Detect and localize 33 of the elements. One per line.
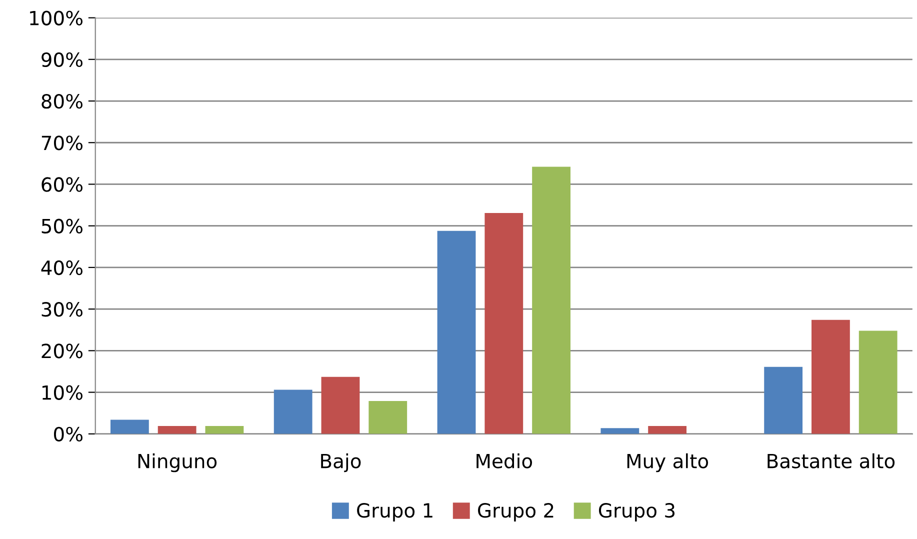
legend-label: Grupo 3 bbox=[598, 503, 674, 522]
bar bbox=[484, 212, 524, 434]
bar bbox=[274, 390, 312, 434]
y-tick-label: 20% bbox=[42, 344, 82, 358]
bar bbox=[600, 428, 640, 434]
x-tick-label: Bajo bbox=[321, 453, 361, 472]
y-tick-label: 100% bbox=[30, 10, 82, 26]
bar bbox=[110, 420, 149, 434]
bar bbox=[532, 166, 570, 434]
x-tick-label: Muy alto bbox=[627, 453, 708, 472]
x-tick-label: Bastante alto bbox=[768, 453, 895, 468]
bar bbox=[158, 426, 196, 434]
bar bbox=[368, 401, 408, 434]
y-tick-label: 10% bbox=[42, 385, 82, 400]
y-tick-label: 30% bbox=[42, 302, 82, 317]
legend-label: Grupo 2 bbox=[478, 503, 554, 522]
bar bbox=[764, 366, 803, 434]
bar bbox=[321, 376, 360, 434]
legend-label: Grupo 1 bbox=[357, 503, 432, 522]
y-tick-label: 90% bbox=[42, 52, 82, 68]
bar bbox=[812, 320, 850, 434]
y-tick-label: 50% bbox=[42, 218, 82, 234]
y-tick-label: 60% bbox=[42, 177, 82, 192]
bar bbox=[858, 330, 898, 434]
bar bbox=[648, 426, 686, 434]
y-tick-label: 0% bbox=[54, 426, 82, 442]
bar bbox=[205, 426, 244, 434]
x-tick-label: Ninguno bbox=[138, 453, 217, 472]
bar bbox=[437, 230, 476, 434]
y-tick-label: 40% bbox=[41, 260, 82, 276]
y-tick-label: 80% bbox=[42, 94, 82, 109]
y-tick-label: 70% bbox=[42, 136, 82, 150]
x-tick-label: Medio bbox=[476, 453, 532, 468]
